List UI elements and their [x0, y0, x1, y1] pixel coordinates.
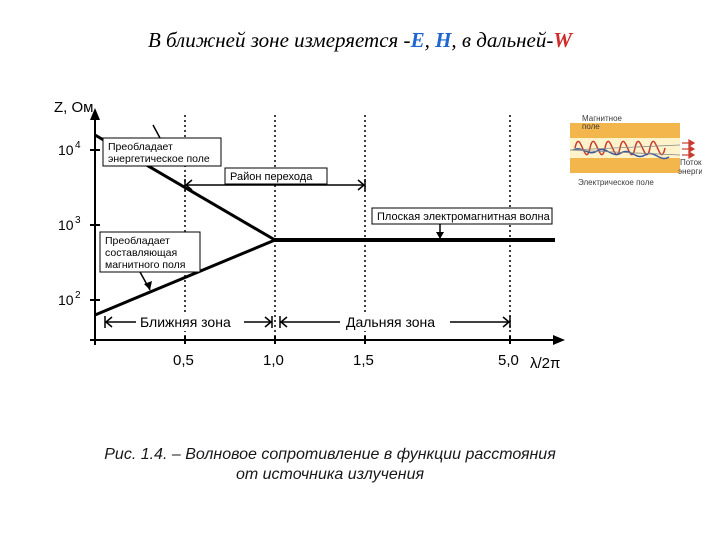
- page-title: В ближней зоне измеряется -Е, Н, в дальн…: [0, 28, 720, 53]
- title-h: Н: [435, 28, 451, 52]
- svg-text:Плоская электромагнитная волна: Плоская электромагнитная волна: [377, 211, 551, 223]
- svg-text:3: 3: [75, 215, 81, 226]
- svg-text:магнитного поля: магнитного поля: [105, 259, 185, 271]
- svg-text:Преобладает: Преобладает: [105, 235, 170, 247]
- y-axis-label: Z, Ом: [54, 99, 93, 116]
- svg-text:Дальняя зона: Дальняя зона: [346, 314, 435, 330]
- title-prefix: В ближней зоне измеряется -: [148, 28, 411, 52]
- svg-text:Ближняя зона: Ближняя зона: [140, 314, 231, 330]
- y-tick-10-3: 103: [58, 215, 100, 233]
- svg-text:энергии: энергии: [678, 167, 702, 176]
- transition-region: Район перехода: [185, 168, 365, 191]
- zone-far: Дальняя зона: [280, 313, 510, 331]
- svg-text:энергетическое поле: энергетическое поле: [108, 153, 210, 165]
- svg-text:10: 10: [58, 217, 74, 233]
- svg-text:Район перехода: Район перехода: [230, 171, 313, 183]
- figure-caption: Рис. 1.4. – Волновое сопротивление в фун…: [60, 445, 600, 485]
- caption-line2: от источника излучения: [236, 466, 424, 483]
- svg-text:Преобладает: Преобладает: [108, 141, 173, 153]
- x-tick-1-5: 1,5: [353, 352, 374, 369]
- svg-text:10: 10: [58, 292, 74, 308]
- y-tick-10-4: 104: [58, 140, 100, 158]
- svg-text:составляющая: составляющая: [105, 247, 177, 259]
- svg-text:4: 4: [75, 140, 81, 151]
- annotation-energy-field: Преобладает энергетическое поле: [103, 122, 221, 166]
- y-tick-10-2: 102: [58, 290, 100, 308]
- title-mid: , в дальней-: [451, 28, 553, 52]
- x-axis-label: λ/2π: [530, 355, 560, 372]
- svg-text:10: 10: [58, 142, 74, 158]
- inset-label-flux: Поток: [680, 158, 702, 167]
- caption-line1: Рис. 1.4. – Волновое сопротивление в фун…: [104, 446, 556, 463]
- x-tick-5-0: 5,0: [498, 352, 519, 369]
- svg-text:поле: поле: [582, 122, 600, 131]
- x-tick-1-0: 1,0: [263, 352, 284, 369]
- title-comma: ,: [425, 28, 436, 52]
- inset-label-electric: Электрическое поле: [578, 178, 654, 187]
- x-tick-0-5: 0,5: [173, 352, 194, 369]
- wave-impedance-chart: Z, Ом λ/2π 104 103 102: [20, 90, 565, 445]
- zone-near: Ближняя зона: [105, 313, 272, 331]
- title-w: W: [553, 28, 572, 52]
- title-e: Е: [411, 28, 425, 52]
- annotation-plane-wave: Плоская электромагнитная волна: [372, 208, 552, 239]
- svg-text:2: 2: [75, 290, 81, 301]
- em-wave-inset: Магнитное поле Поток энергии Электрическ…: [570, 115, 702, 195]
